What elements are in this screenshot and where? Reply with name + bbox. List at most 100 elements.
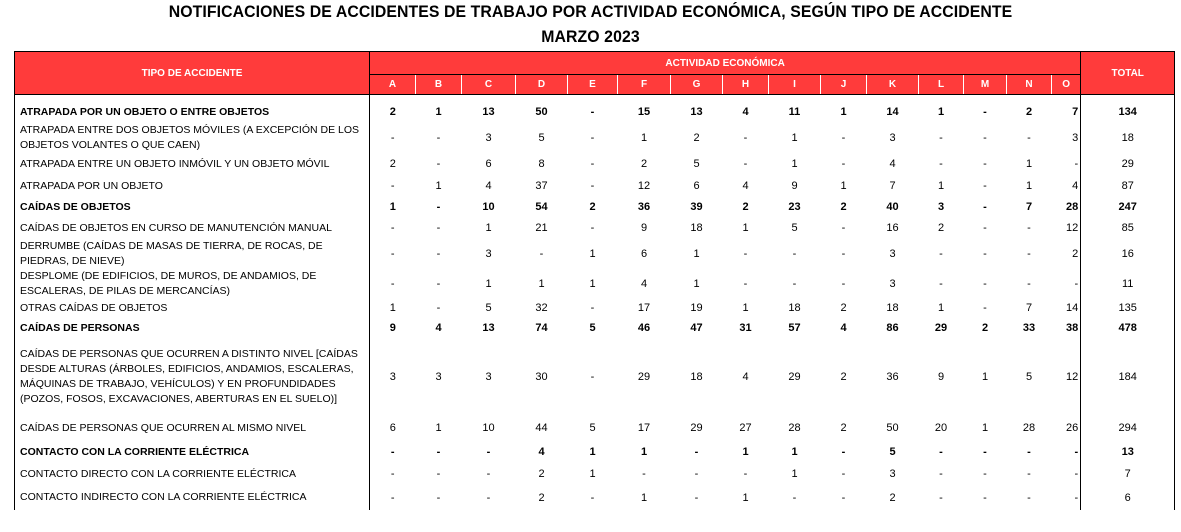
activity-code-g: G: [670, 74, 723, 95]
cell-j: 1: [840, 106, 847, 118]
cell-e: 5: [589, 422, 596, 434]
cell-i: 57: [788, 322, 801, 334]
cell-i: 23: [788, 201, 801, 213]
cell-a: 1: [389, 302, 396, 314]
cell-a: -: [390, 132, 395, 144]
cell-i: 1: [791, 132, 798, 144]
cell-k: 3: [889, 248, 896, 260]
cell-i: 5: [791, 222, 798, 234]
cell-c: 3: [485, 371, 492, 383]
row-label: CAÍDAS DE PERSONAS: [14, 317, 370, 339]
cell-k: 14: [886, 106, 899, 118]
cell-h: 1: [742, 302, 749, 314]
activity-code-i: I: [768, 74, 821, 95]
cell-b: -: [436, 278, 441, 290]
cell-c: 6: [485, 158, 492, 170]
cell-o: 26: [1065, 422, 1079, 434]
cell-d: 30: [535, 371, 548, 383]
row-label: ATRAPADA POR UN OBJETO O ENTRE OBJETOS: [14, 101, 370, 123]
cell-k: 40: [886, 201, 899, 213]
cell-i: 28: [788, 422, 801, 434]
activity-code-n: N: [1006, 74, 1052, 95]
cell-a: -: [390, 468, 395, 480]
category-row: CAÍDAS DE OBJETOS 1 - 10 54 2 36 39 2 23 2 40 3 - 7 28 2…: [14, 197, 1176, 217]
cell-l: 9: [937, 371, 945, 383]
cell-g: 18: [690, 371, 703, 383]
row-total: 7: [1080, 463, 1176, 485]
activity-code-e: E: [567, 74, 618, 95]
cell-m: 2: [981, 322, 989, 334]
cell-b: 4: [435, 322, 442, 334]
cell-g: -: [694, 446, 699, 458]
row-total: 294: [1080, 415, 1176, 441]
cell-m: -: [983, 468, 987, 480]
cell-b: -: [436, 248, 441, 260]
cell-b: 1: [435, 422, 442, 434]
cell-g: 5: [693, 158, 700, 170]
cell-e: 2: [589, 201, 596, 213]
report-title: NOTIFICACIONES DE ACCIDENTES DE TRABAJO …: [168, 2, 1013, 21]
cell-i: 9: [791, 180, 798, 192]
cell-e: 1: [589, 468, 596, 480]
activity-code-c: C: [461, 74, 516, 95]
cell-o: -: [1074, 468, 1079, 480]
cell-e: 1: [589, 248, 596, 260]
cell-l: -: [939, 468, 943, 480]
cell-f: -: [642, 468, 646, 480]
cell-d: 44: [535, 422, 548, 434]
cell-l: 2: [937, 222, 945, 234]
row-label: CAÍDAS DE PERSONAS QUE OCURREN A DISTINT…: [14, 339, 370, 415]
activity-code-k: K: [866, 74, 919, 95]
table-row: CONTACTO DIRECTO CON LA CORRIENTE ELÉCTR…: [14, 463, 1176, 485]
cell-k: 3: [889, 132, 896, 144]
cell-c: 3: [485, 248, 492, 260]
cell-d: 54: [535, 201, 548, 213]
cell-e: -: [590, 180, 595, 192]
cell-o: -: [1074, 278, 1079, 290]
cell-j: 2: [840, 201, 847, 213]
cell-d: 5: [538, 132, 545, 144]
activity-code-l: L: [918, 74, 964, 95]
table-row: CAÍDAS DE OBJETOS EN CURSO DE MANUTENCIÓ…: [14, 217, 1176, 239]
cell-j: -: [841, 248, 846, 260]
row-label: CAÍDAS DE OBJETOS EN CURSO DE MANUTENCIÓ…: [14, 217, 370, 239]
cell-k: 36: [886, 371, 899, 383]
cell-c: -: [486, 468, 491, 480]
cell-h: -: [743, 158, 748, 170]
cell-l: -: [939, 446, 943, 458]
row-total: 85: [1080, 217, 1176, 239]
cell-k: 3: [889, 468, 896, 480]
cell-g: -: [694, 468, 699, 480]
cell-m: 1: [981, 422, 989, 434]
cell-c: 13: [482, 322, 495, 334]
cell-d: -: [539, 248, 544, 260]
row-total: 29: [1080, 153, 1176, 175]
cell-f: 9: [640, 222, 648, 234]
cell-h: -: [743, 468, 748, 480]
table-row: CAÍDAS DE PERSONAS QUE OCURREN AL MISMO …: [14, 415, 1176, 441]
cell-d: 32: [535, 302, 548, 314]
cell-j: 1: [840, 180, 847, 192]
cell-k: 50: [886, 422, 899, 434]
cell-m: -: [983, 132, 987, 144]
cell-k: 7: [889, 180, 896, 192]
cell-g: 1: [693, 248, 700, 260]
cell-l: -: [939, 132, 943, 144]
cell-f: 36: [637, 201, 651, 213]
row-total: 247: [1080, 197, 1176, 217]
cell-b: -: [436, 302, 441, 314]
cell-n: 7: [1025, 302, 1033, 314]
row-total: 18: [1080, 123, 1176, 153]
row-total: 478: [1080, 317, 1176, 339]
cell-a: 9: [389, 322, 396, 334]
cell-f: 15: [637, 106, 651, 118]
cell-a: -: [390, 180, 395, 192]
cell-i: -: [792, 278, 797, 290]
row-total: 87: [1080, 175, 1176, 197]
cell-e: 1: [589, 446, 596, 458]
cell-l: 3: [937, 201, 945, 213]
cell-g: 2: [693, 132, 700, 144]
cell-e: -: [590, 491, 595, 504]
row-total: 184: [1080, 339, 1176, 415]
cell-h: 31: [739, 322, 752, 334]
